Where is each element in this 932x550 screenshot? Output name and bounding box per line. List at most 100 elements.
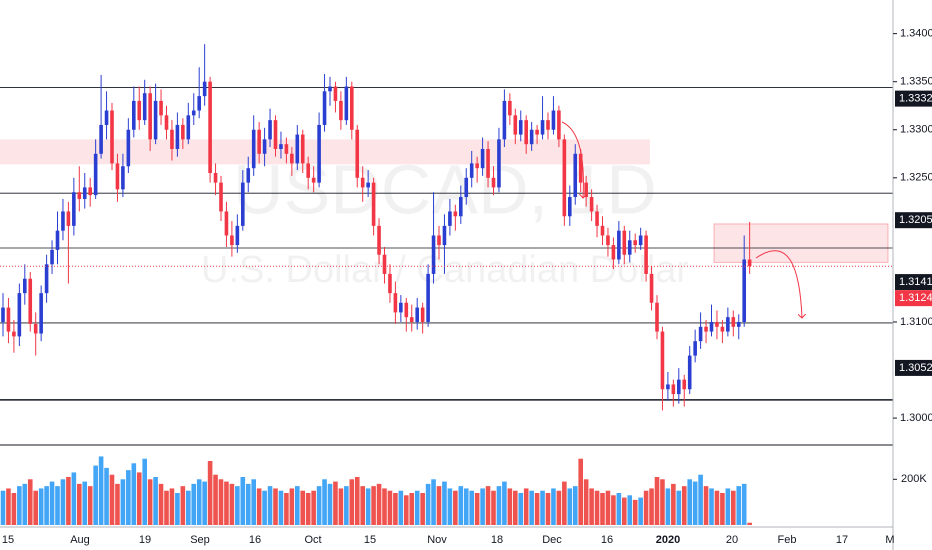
volume-bar bbox=[262, 490, 267, 525]
candle-body bbox=[333, 86, 338, 101]
volume-bar bbox=[681, 486, 687, 525]
volume-bar bbox=[316, 486, 322, 525]
volume-bar bbox=[676, 490, 682, 525]
volume-bar bbox=[175, 493, 180, 525]
candle-body bbox=[731, 317, 736, 327]
volume-bar bbox=[714, 490, 720, 525]
candle-body bbox=[562, 139, 567, 217]
candle-body bbox=[529, 129, 534, 145]
volume-bar bbox=[22, 483, 28, 525]
x-tick-label: 19 bbox=[139, 534, 151, 546]
y-tick-label: 1.34000 bbox=[900, 28, 932, 40]
price-label-box bbox=[895, 212, 932, 229]
candle-body bbox=[339, 100, 343, 121]
volume-bar bbox=[545, 493, 551, 525]
candle-body bbox=[17, 293, 22, 337]
x-tick-label: 16 bbox=[249, 534, 261, 546]
volume-bar bbox=[82, 481, 88, 525]
zone bbox=[713, 223, 889, 263]
volume-bar bbox=[425, 483, 431, 525]
candle-body bbox=[306, 163, 310, 178]
volume-bar bbox=[583, 479, 589, 525]
volume-bar bbox=[692, 481, 698, 525]
volume-bar bbox=[354, 477, 360, 525]
volume-bar bbox=[120, 479, 126, 525]
candle-body bbox=[328, 86, 332, 92]
price-label: 1.33324 bbox=[899, 93, 932, 105]
candle-body bbox=[88, 187, 92, 196]
volume-bar bbox=[38, 488, 44, 525]
candle-body bbox=[655, 302, 659, 332]
volume-bar bbox=[322, 479, 327, 525]
candle-body bbox=[726, 317, 730, 332]
volume-bar bbox=[518, 493, 524, 525]
price-label-box bbox=[895, 90, 932, 107]
candle-body bbox=[23, 278, 27, 294]
y-tick-label: 1.31000 bbox=[900, 316, 932, 328]
volume-bar bbox=[404, 495, 409, 525]
volume-bar bbox=[622, 497, 627, 525]
candle-body bbox=[611, 245, 616, 260]
candle-body bbox=[426, 273, 430, 322]
candle-body bbox=[224, 211, 229, 236]
volume-bar bbox=[305, 493, 311, 525]
volume-bar bbox=[66, 477, 71, 525]
volume-bar bbox=[442, 481, 447, 525]
candle-body bbox=[475, 163, 479, 169]
candle-body bbox=[431, 235, 436, 274]
volume-bar bbox=[660, 479, 665, 525]
volume-bar bbox=[731, 490, 736, 525]
candle-body bbox=[584, 182, 588, 198]
volume-bar bbox=[458, 486, 464, 525]
volume-bar bbox=[605, 490, 611, 525]
current-price-box bbox=[895, 290, 932, 307]
volume-bar bbox=[349, 479, 355, 525]
volume-bar bbox=[720, 493, 725, 525]
candle-body bbox=[12, 331, 16, 337]
candle-body bbox=[93, 153, 98, 196]
candle-body bbox=[442, 225, 447, 246]
candle-body bbox=[742, 259, 746, 322]
volume-bar bbox=[387, 490, 393, 525]
volume-bar bbox=[295, 486, 300, 525]
candle-body bbox=[77, 192, 82, 199]
candle-body bbox=[687, 355, 692, 390]
candle-body bbox=[437, 235, 441, 246]
volume-bar bbox=[142, 458, 147, 525]
candle-body bbox=[230, 235, 234, 246]
candle-body bbox=[366, 182, 370, 188]
volume-bar bbox=[33, 490, 38, 525]
volume-bar bbox=[436, 486, 442, 525]
candle-body bbox=[524, 120, 528, 145]
candle-body bbox=[246, 168, 251, 183]
candle-body bbox=[568, 197, 572, 217]
volume-bar bbox=[338, 488, 344, 525]
candle-body bbox=[344, 86, 349, 121]
candle-body bbox=[698, 326, 703, 342]
volume-bar bbox=[360, 486, 365, 525]
volume-bar bbox=[49, 481, 55, 525]
candle-body bbox=[720, 326, 725, 332]
volume-bar bbox=[240, 477, 246, 525]
volume-bar bbox=[382, 488, 387, 525]
volume-bar bbox=[104, 467, 109, 525]
volume-bar bbox=[180, 486, 186, 525]
volume-bar bbox=[245, 483, 251, 525]
candle-body bbox=[121, 166, 125, 190]
candle-body bbox=[415, 307, 419, 322]
candle-body bbox=[251, 129, 256, 169]
volume-bar bbox=[136, 472, 142, 525]
candle-body bbox=[600, 225, 605, 236]
candle-body bbox=[355, 129, 360, 178]
candle-body bbox=[693, 341, 697, 356]
candle-body bbox=[213, 173, 218, 183]
volume-bar bbox=[431, 479, 436, 525]
x-tick-label: 15 bbox=[364, 534, 376, 546]
candle-body bbox=[535, 129, 539, 135]
volume-bar bbox=[665, 488, 671, 525]
candle-body bbox=[110, 110, 114, 164]
candle-body bbox=[393, 293, 398, 313]
price-label-box bbox=[895, 359, 932, 376]
candle-body bbox=[644, 235, 648, 274]
candle-body bbox=[622, 230, 627, 255]
